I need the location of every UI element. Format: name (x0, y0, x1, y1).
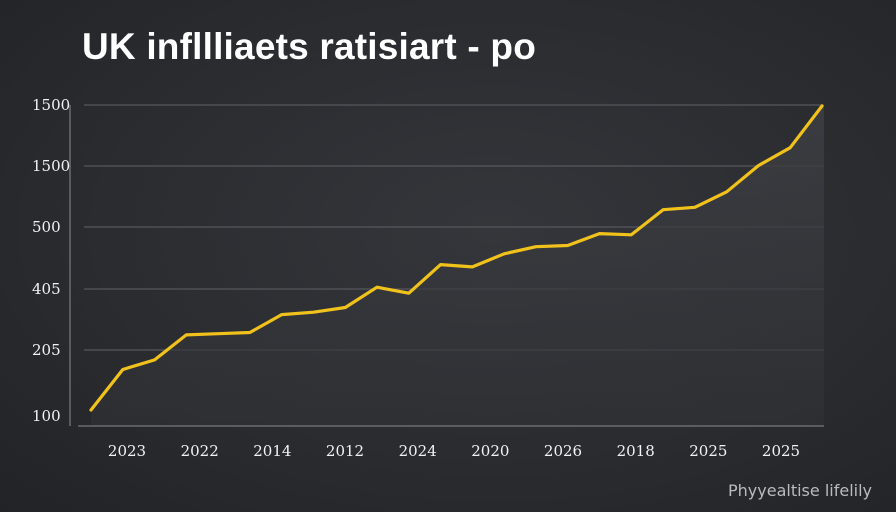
series-line (89, 104, 824, 412)
y-tick-label: 405 (32, 280, 61, 298)
x-tick-label: 2022 (181, 442, 219, 460)
y-tick-label: 100 (32, 407, 61, 425)
x-tick-label: 2018 (617, 442, 655, 460)
y-tick-labels: 1500 1500 500 405 205 100 (32, 96, 70, 425)
x-tick-label: 2020 (471, 442, 509, 460)
x-tick-label: 2026 (544, 442, 582, 460)
y-tick-label: 500 (32, 218, 61, 236)
x-tick-label: 2025 (762, 442, 800, 460)
x-tick-label: 2014 (253, 442, 291, 460)
y-tick-label: 1500 (32, 157, 70, 175)
chart-title: UK infllliaets ratisiart - po (82, 26, 536, 67)
x-tick-label: 2023 (108, 442, 146, 460)
watermark-text: Phyyealtise lifelily (728, 481, 872, 500)
x-tick-label: 2024 (399, 442, 437, 460)
y-tick-label: 205 (32, 341, 61, 359)
x-tick-labels: 2023 2022 2014 2012 2024 2020 2026 2018 2025 2025 (108, 442, 800, 460)
x-tick-label: 2025 (689, 442, 727, 460)
y-tick-label: 1500 (32, 96, 70, 114)
x-tick-label: 2012 (326, 442, 364, 460)
